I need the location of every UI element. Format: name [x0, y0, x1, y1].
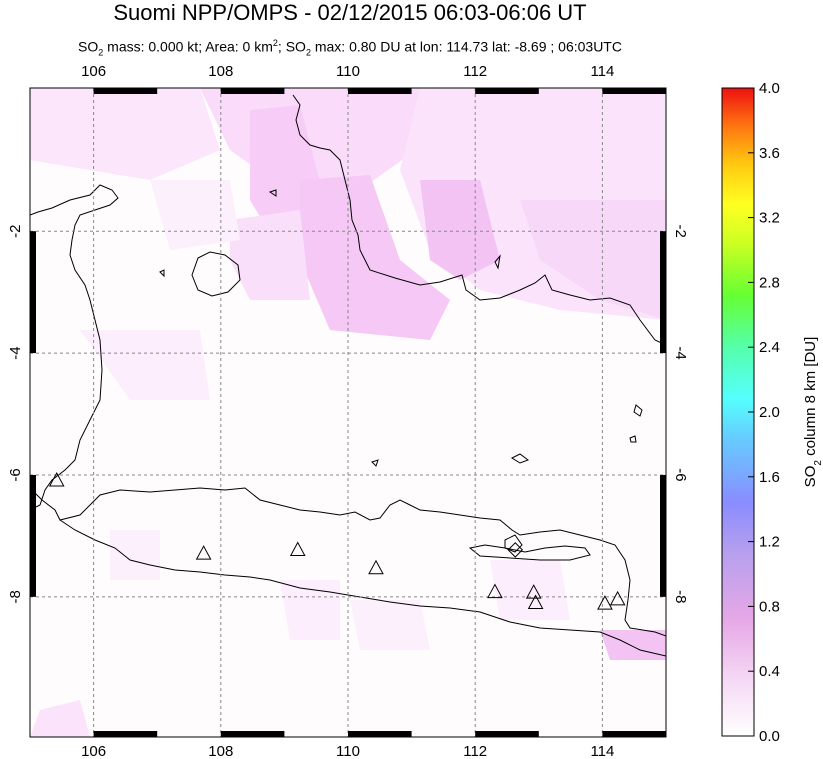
- frame-bar-left: [30, 231, 36, 354]
- volcano-marker: [487, 583, 503, 599]
- lon-tick-label-bottom: 106: [81, 743, 106, 759]
- lat-tick-label-left: -2: [7, 225, 24, 238]
- frame-bar-bottom: [93, 731, 158, 737]
- colorbar-title: SO2 column 8 km [DU]: [802, 337, 823, 488]
- colorbar-tick-label: 3.2: [759, 210, 780, 227]
- lon-tick-label-top: 108: [208, 63, 233, 80]
- map-title: Suomi NPP/OMPS - 02/12/2015 06:03-06:06 …: [113, 0, 587, 25]
- so2-pixel-layer: [30, 88, 666, 737]
- colorbar-tick-label: 0.8: [759, 598, 780, 615]
- volcano-marker: [507, 542, 524, 558]
- frame-bar-right: [660, 474, 666, 597]
- frame-bar-bottom: [602, 731, 666, 737]
- so2-pixel: [80, 330, 210, 400]
- lat-tick-label-right: -8: [672, 590, 689, 603]
- tick-labels: 106 106 108 108 110 110 112 112 114 114 -2 -2 -4 -4 -6…: [7, 63, 689, 759]
- lon-tick-label-bottom: 110: [336, 743, 360, 759]
- colorbar-ticks: 4.0 3.6 3.2 2.8 2.4 2.0 1.6 1.2 0.8 0.4 0.0: [748, 80, 780, 745]
- so2-pixel: [280, 580, 340, 640]
- lon-tick-label-top: 112: [463, 63, 487, 80]
- lat-tick-label-left: -4: [7, 346, 24, 359]
- so2-pixel: [300, 175, 450, 340]
- colorbar-tick-label: 0.0: [759, 728, 780, 745]
- so2-pixel: [150, 180, 240, 250]
- so2-pixel: [30, 700, 90, 737]
- volcano-marker-layer: [48, 472, 626, 610]
- frame-bar-top: [220, 88, 285, 94]
- so2-pixel: [230, 210, 310, 300]
- small-islands: [159, 189, 643, 467]
- coastline-layer: [30, 94, 666, 657]
- frame-bar-bottom: [220, 731, 285, 737]
- so2-pixel: [110, 530, 160, 580]
- colorbar-tick-label: 1.6: [759, 469, 780, 486]
- lon-tick-label-top: 114: [590, 63, 614, 80]
- lat-tick-label-left: -8: [7, 590, 24, 603]
- frame-bars: [30, 88, 666, 737]
- frame-bar-top: [602, 88, 666, 94]
- lon-tick-label-top: 106: [81, 63, 106, 80]
- volcano-marker: [597, 595, 613, 610]
- lat-tick-label-left: -6: [7, 468, 24, 481]
- belitung-coastline: [191, 251, 241, 297]
- lon-tick-label-top: 110: [336, 63, 360, 80]
- volcano-marker: [195, 545, 212, 560]
- so2-pixel: [520, 200, 666, 320]
- volcano-marker: [609, 590, 626, 606]
- volcano-marker: [289, 541, 306, 557]
- sumatra-coastline: [30, 184, 119, 511]
- frame-bar-top: [93, 88, 158, 94]
- colorbar-tick-label: 1.2: [759, 534, 780, 551]
- so2-pixel: [490, 560, 570, 620]
- colorbar-tick-label: 4.0: [759, 80, 780, 97]
- colorbar-tick-label: 2.8: [759, 274, 780, 291]
- frame-bar-top: [475, 88, 539, 94]
- so2-pixel: [350, 600, 430, 650]
- frame-bar-bottom: [348, 731, 412, 737]
- so2-pixel: [600, 630, 666, 660]
- lon-tick-label-bottom: 108: [208, 743, 233, 759]
- volcano-marker: [527, 594, 544, 610]
- colorbar-tick-label: 2.4: [759, 339, 780, 356]
- frame-bar-bottom: [475, 731, 539, 737]
- frame-bar-right: [660, 231, 666, 354]
- frame-bar-left: [30, 474, 36, 597]
- frame-bar-top: [348, 88, 412, 94]
- so2-pixel: [420, 180, 500, 280]
- colorbar-tick-label: 0.4: [759, 663, 780, 680]
- java-south-coastline: [59, 519, 666, 657]
- colorbar-tick-label: 3.6: [759, 145, 780, 162]
- surabaya-bay: [504, 534, 523, 553]
- colorbar-tick-label: 2.0: [759, 404, 780, 421]
- graticule: [30, 88, 666, 737]
- lat-tick-label-right: -6: [672, 468, 689, 481]
- lat-tick-label-right: -2: [672, 225, 689, 238]
- borneo-coastline: [292, 94, 666, 346]
- lon-tick-label-bottom: 114: [590, 743, 614, 759]
- map-subtitle: SO2 mass: 0.000 kt; Area: 0 km2; SO2 max…: [78, 38, 622, 58]
- lon-tick-label-bottom: 112: [463, 743, 487, 759]
- java-north-coastline: [30, 487, 666, 637]
- lat-tick-label-right: -4: [672, 346, 689, 359]
- volcano-marker: [48, 472, 65, 487]
- volcano-marker: [368, 559, 384, 575]
- so2-pixel: [30, 88, 220, 180]
